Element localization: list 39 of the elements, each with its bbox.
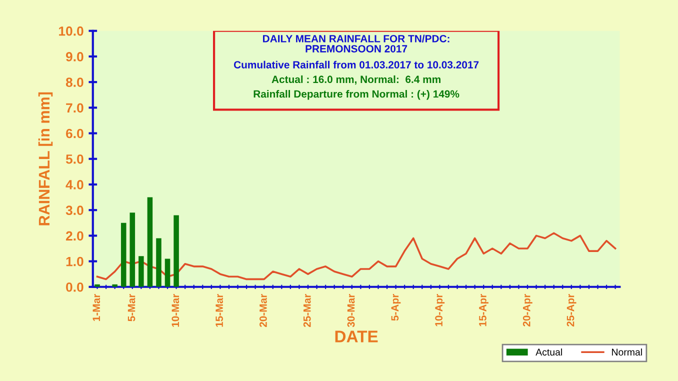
y-tick-label: 4.0 (66, 180, 84, 190)
x-tick-label: 20-Mar (260, 294, 267, 328)
x-tick-label: 10-Apr (435, 294, 445, 326)
bar (130, 212, 136, 287)
bar (174, 215, 179, 287)
bar (156, 238, 162, 287)
x-tick-label: 25-Mar (303, 294, 311, 328)
y-tick-label: 8.0 (66, 78, 84, 87)
annotation: Actual : 16.0 mm, Normal: 6.4 mm (272, 75, 440, 85)
x-tick-label: 5-Mar (128, 294, 136, 322)
y-tick-label: 5.0 (66, 154, 84, 164)
bar (138, 256, 144, 287)
text: DAILY MEAN RAINFALL FOR TN/PDC: PREMONSOON 2017 (263, 34, 450, 52)
y-tick-label: 0.0 (66, 282, 84, 292)
x-axis-title: DATE (335, 330, 378, 342)
x-tick-label: 10-Mar (172, 294, 180, 327)
bar (120, 222, 126, 287)
x-tick-label: 25-Apr (566, 294, 576, 326)
x-tick-label: 15-Apr (479, 294, 488, 326)
y-tick-label: 6.0 (66, 128, 84, 138)
annotation: Rainfall Departure from Normal : (+) 149% (254, 90, 460, 100)
y-tick-label: 1.0 (66, 256, 84, 266)
x-tick-label: 20-Apr (522, 294, 532, 326)
legend-label: Normal (612, 348, 642, 356)
y-tick-label: 9.0 (66, 52, 84, 62)
legend-label: Actual (536, 348, 562, 356)
text: Cumulative Rainfall from 01.03.2017 to 10.03.2017 (234, 60, 479, 68)
y-tick-label: 7.0 (66, 103, 84, 113)
bar (147, 197, 153, 287)
x-tick-label: 1-Mar (92, 294, 100, 321)
bar (164, 258, 170, 287)
y-tick-label: 2.0 (66, 231, 84, 241)
line-series (96, 232, 616, 280)
y-tick-label: 10.0 (59, 26, 84, 36)
y-axis-title: RAINFALL [in mm] (38, 92, 53, 226)
x-tick-label: 5-Apr (391, 294, 401, 321)
x-tick-label: 15-Mar (216, 294, 223, 327)
x-tick-label: 30-Mar (347, 294, 355, 328)
y-tick-label: 3.0 (66, 206, 84, 216)
